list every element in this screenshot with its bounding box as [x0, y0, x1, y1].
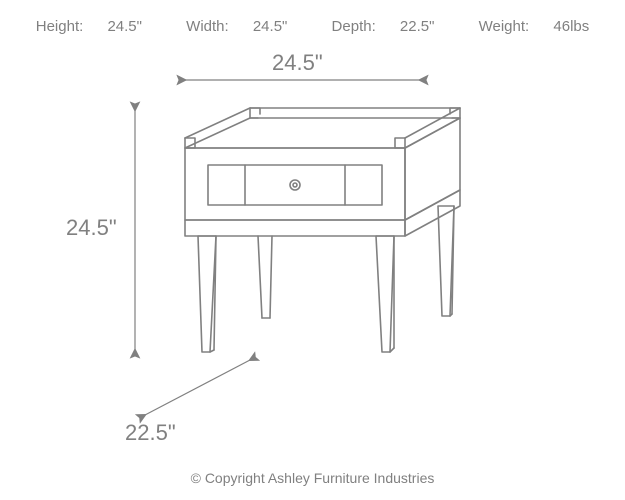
- depth-dimension-arrow: [145, 360, 250, 415]
- copyright-text: © Copyright Ashley Furniture Industries: [0, 470, 625, 486]
- depth-label: 22.5": [125, 420, 176, 446]
- width-label: 24.5": [272, 50, 323, 76]
- table-drawing: [185, 108, 460, 352]
- height-label: 24.5": [66, 215, 117, 241]
